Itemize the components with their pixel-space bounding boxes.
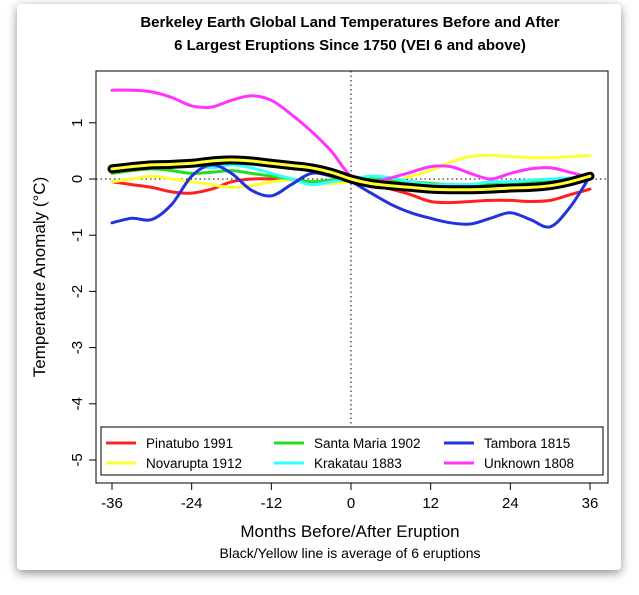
legend-box bbox=[100, 426, 604, 476]
legend-label: Tambora 1815 bbox=[484, 436, 570, 451]
plot-frame bbox=[95, 70, 609, 484]
x-axis-label: Months Before/After Eruption bbox=[240, 522, 459, 541]
y-tick-label: 0 bbox=[69, 175, 86, 183]
legend-label: Krakatau 1883 bbox=[314, 456, 402, 471]
x-tick-label: 0 bbox=[347, 495, 355, 512]
x-tick-label: -36 bbox=[101, 495, 123, 512]
x-tick-label: 24 bbox=[502, 495, 519, 512]
y-axis-label: Temperature Anomaly (°C) bbox=[30, 177, 49, 377]
average-line-core bbox=[110, 158, 592, 192]
y-axis: -5 -4 -3 -2 -1 0 1 bbox=[69, 119, 97, 467]
chart-title-line1: Berkeley Earth Global Land Temperatures … bbox=[140, 14, 559, 31]
y-tick-label: -2 bbox=[69, 285, 86, 298]
legend-label: Santa Maria 1902 bbox=[314, 436, 421, 451]
y-tick-label: -3 bbox=[69, 341, 86, 354]
x-tick-label: 12 bbox=[422, 495, 439, 512]
y-tick-label: -4 bbox=[69, 397, 86, 410]
average-layer bbox=[107, 155, 595, 195]
x-tick-label: 36 bbox=[582, 495, 599, 512]
reference-lines bbox=[96, 71, 608, 427]
chart-note: Black/Yellow line is average of 6 erupti… bbox=[220, 545, 481, 561]
series-line-tambora-1815 bbox=[110, 163, 592, 229]
x-tick-label: -12 bbox=[260, 495, 282, 512]
legend-label: Unknown 1808 bbox=[484, 456, 574, 471]
legend-label: Novarupta 1912 bbox=[146, 456, 242, 471]
legend: Pinatubo 1991 Novarupta 1912 Santa Maria 1… bbox=[106, 436, 574, 471]
y-tick-label: 1 bbox=[69, 119, 86, 127]
chart-card bbox=[17, 4, 621, 570]
legend-label: Pinatubo 1991 bbox=[146, 436, 233, 451]
y-tick-label: -1 bbox=[69, 229, 86, 242]
y-tick-label: -5 bbox=[69, 453, 86, 466]
chart-title-line2: 6 Largest Eruptions Since 1750 (VEI 6 an… bbox=[174, 37, 526, 54]
x-tick-label: -24 bbox=[181, 495, 203, 512]
x-axis: -36 -24 -12 0 12 24 36 bbox=[101, 482, 599, 512]
